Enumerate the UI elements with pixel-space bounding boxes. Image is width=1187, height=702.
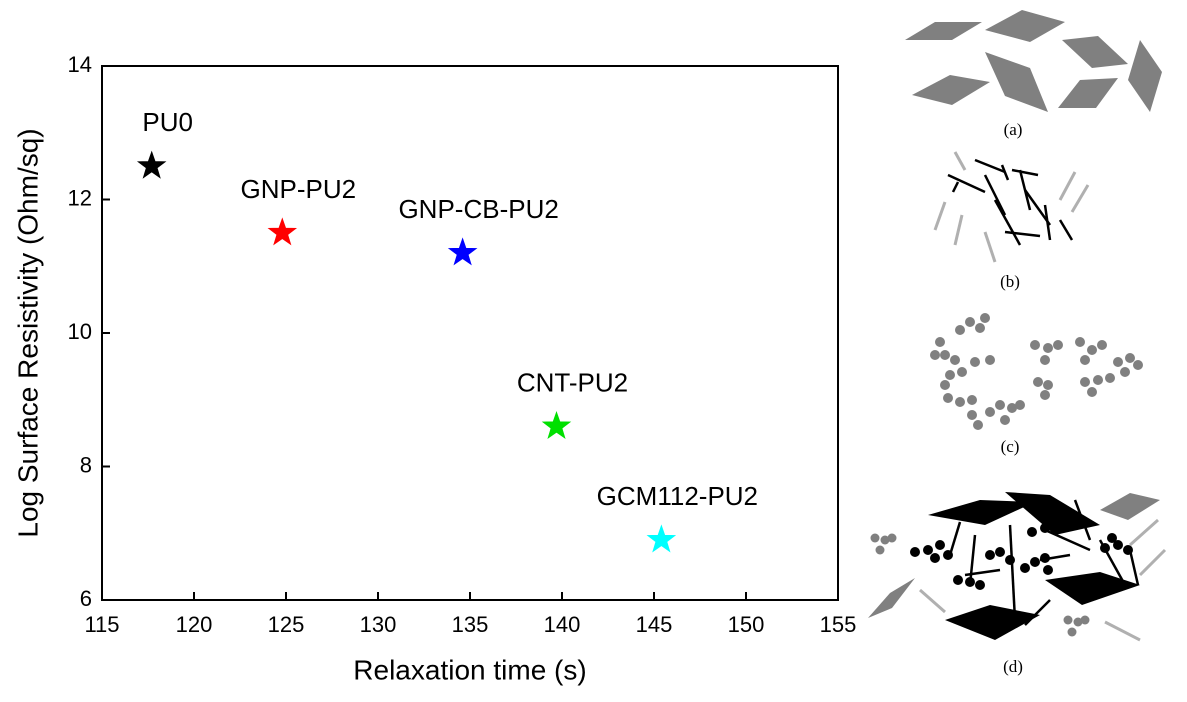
point-label: GNP-CB-PU2 (398, 194, 558, 224)
y-tick-label: 14 (68, 52, 92, 77)
y-tick-label: 6 (80, 586, 92, 611)
star-marker (267, 217, 298, 246)
illustration-label: (c) (1001, 437, 1020, 456)
x-axis-label: Relaxation time (s) (353, 654, 586, 685)
x-tick-label: 135 (452, 612, 489, 637)
x-tick-label: 150 (728, 612, 765, 637)
y-axis-label: Log Surface Resistivity (Ohm/sq) (12, 128, 43, 537)
y-tick-label: 8 (80, 452, 92, 477)
star-marker (541, 410, 572, 440)
y-tick-label: 10 (68, 319, 92, 344)
y-tick-label: 12 (68, 185, 92, 210)
x-tick-label: 125 (268, 612, 305, 637)
point-label: GNP-PU2 (241, 174, 357, 204)
x-tick-label: 115 (84, 612, 119, 637)
x-tick-label: 145 (636, 612, 673, 637)
point-label: GCM112-PU2 (597, 481, 758, 511)
illustration-label: (b) (1000, 272, 1020, 291)
illustration-a (905, 10, 1162, 112)
star-marker (447, 237, 478, 266)
x-tick-label: 155 (820, 612, 857, 637)
point-label: PU0 (142, 107, 193, 137)
x-tick-label: 120 (176, 612, 213, 637)
illustration-label: (a) (1004, 120, 1023, 139)
illustration-c (930, 313, 1143, 430)
star-marker (646, 524, 677, 553)
x-tick-label: 130 (360, 612, 397, 637)
illustration-d (868, 492, 1167, 642)
illustration-label: (d) (1003, 657, 1023, 676)
x-tick-label: 140 (544, 612, 581, 637)
illustration-b (933, 151, 1090, 263)
point-label: CNT-PU2 (517, 367, 628, 397)
star-marker (136, 150, 167, 179)
plot-frame (101, 65, 839, 601)
